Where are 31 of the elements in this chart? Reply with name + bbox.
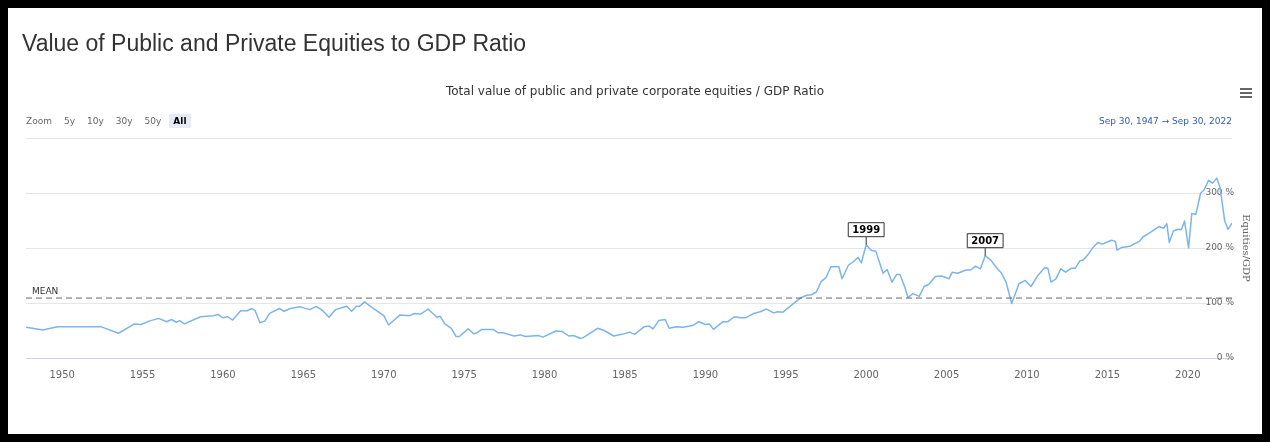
text: All: [169, 114, 191, 128]
text: 50y: [143, 115, 163, 128]
annotation: 2007: [971, 234, 1000, 246]
text: 30y: [114, 115, 134, 128]
x-tick-label: 1995: [773, 368, 799, 380]
x-tick-label: 1985: [612, 368, 638, 380]
x-tick-label: 1955: [129, 368, 156, 380]
text: 5y: [62, 115, 76, 128]
x-tick-label: 2020: [1175, 368, 1201, 380]
x-tick-label: 1975: [451, 368, 477, 380]
y-tick-label: 200 %: [1205, 242, 1235, 253]
chart-title: Value of Public and Private Equities to GDP Ratio: [22, 30, 527, 57]
text: Zoom: [25, 115, 53, 128]
text: 10y: [86, 115, 105, 128]
y-axis-title: Equities/GDP: [1241, 214, 1253, 283]
x-tick-label: 1990: [692, 368, 719, 380]
chart-subtitle: Total value of public and private corporate equities / GDP Ratio: [444, 84, 826, 98]
x-tick-label: 2000: [853, 368, 879, 380]
text: Sep 30, 1947 → Sep 30, 2022: [1098, 116, 1232, 126]
y-tick-label: 100 %: [1205, 297, 1235, 308]
ref-line-label: MEAN: [32, 285, 59, 296]
x-tick-label: 1965: [290, 368, 317, 380]
x-tick-label: 2015: [1094, 368, 1121, 380]
x-tick-label: 1960: [210, 368, 236, 380]
annotation: 1999: [852, 223, 881, 235]
x-tick-label: 1970: [371, 368, 397, 380]
y-tick-label: 0 %: [1216, 352, 1235, 363]
x-tick-label: 2005: [933, 368, 960, 380]
x-tick-label: 1950: [49, 368, 75, 380]
x-tick-label: 1980: [531, 368, 558, 380]
x-tick-label: 2010: [1014, 368, 1040, 380]
